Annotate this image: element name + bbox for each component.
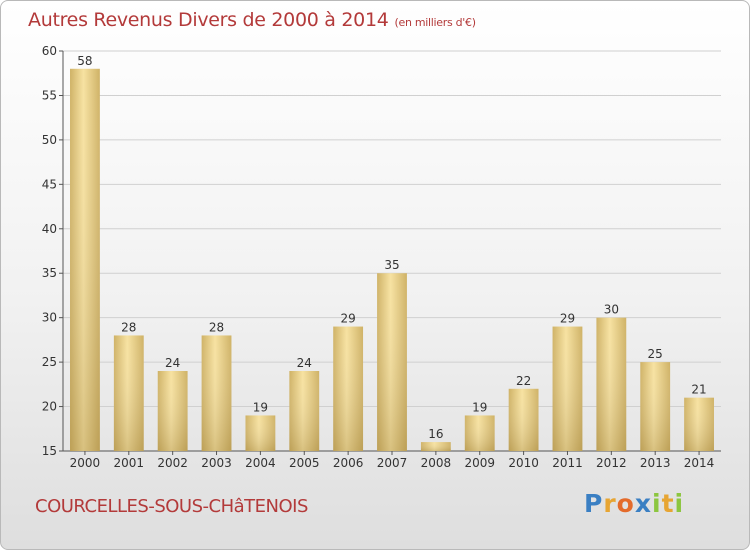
x-tick-label-2006: 2006: [333, 456, 364, 470]
bar-shade-2009: [464, 415, 495, 451]
y-tick-label-60: 60: [42, 44, 57, 58]
x-tick-label-2001: 2001: [114, 456, 145, 470]
x-tick-label-2002: 2002: [157, 456, 188, 470]
logo-letter: i: [674, 489, 685, 518]
data-label-2012: 30: [604, 303, 619, 317]
bar-shade-2000: [70, 68, 100, 452]
data-label-2007: 35: [384, 258, 399, 272]
y-tick-label-20: 20: [42, 400, 57, 414]
y-tick-label-15: 15: [42, 444, 57, 458]
bar-shade-2003: [201, 335, 232, 451]
bar-shade-2006: [333, 326, 364, 451]
data-label-2011: 29: [560, 312, 575, 326]
logo-letter: x: [634, 489, 652, 518]
x-tick-label-2007: 2007: [377, 456, 408, 470]
data-label-2014: 21: [691, 383, 706, 397]
data-label-2003: 28: [209, 320, 224, 334]
bar-shade-2002: [157, 371, 188, 451]
bar-shade-2011: [552, 326, 583, 451]
data-label-2010: 22: [516, 374, 531, 388]
data-label-2013: 25: [648, 347, 663, 361]
bar-shade-2012: [596, 317, 627, 451]
y-tick-label-55: 55: [42, 88, 57, 102]
logo-letter: P: [584, 489, 604, 518]
y-tick-label-45: 45: [42, 177, 57, 191]
bar-shade-2004: [245, 415, 276, 451]
bar-shade-2005: [289, 371, 320, 451]
logo-letter: o: [616, 489, 635, 518]
logo-letter: t: [661, 489, 675, 518]
y-tick-label-35: 35: [42, 266, 57, 280]
x-tick-label-2003: 2003: [201, 456, 232, 470]
commune-name: COURCELLES-SOUS-CHâTENOIS: [35, 496, 308, 517]
chart-unit: (en milliers d'€): [394, 16, 476, 29]
bar-shade-2010: [508, 388, 539, 451]
y-tick-label-30: 30: [42, 311, 57, 325]
logo-letter: i: [652, 489, 662, 518]
chart-title: Autres Revenus Divers de 2000 à 2014 (en …: [28, 9, 476, 31]
data-label-2004: 19: [253, 400, 268, 414]
y-tick-label-40: 40: [42, 222, 57, 236]
y-tick-label-50: 50: [42, 133, 57, 147]
data-label-2005: 24: [297, 356, 312, 370]
x-tick-label-2004: 2004: [245, 456, 276, 470]
data-label-2009: 19: [472, 400, 487, 414]
bar-shade-2013: [640, 362, 671, 451]
logo-letter: r: [603, 489, 617, 518]
x-tick-label-2008: 2008: [421, 456, 452, 470]
bar-shade-2001: [113, 335, 144, 451]
data-label-2006: 29: [340, 312, 355, 326]
data-label-2008: 16: [428, 427, 443, 441]
proxiti-logo: Proxiti: [584, 489, 684, 518]
x-tick-label-2011: 2011: [552, 456, 583, 470]
x-tick-label-2013: 2013: [640, 456, 671, 470]
data-label-2002: 24: [165, 356, 180, 370]
x-tick-label-2000: 2000: [70, 456, 101, 470]
data-label-2000: 58: [77, 54, 92, 68]
x-tick-label-2014: 2014: [684, 456, 715, 470]
bar-shade-2008: [420, 442, 451, 451]
x-tick-label-2012: 2012: [596, 456, 627, 470]
bar-shade-2007: [377, 273, 407, 451]
x-tick-label-2010: 2010: [508, 456, 539, 470]
chart-title-text: Autres Revenus Divers de 2000 à 2014: [28, 9, 389, 31]
data-label-2001: 28: [121, 320, 136, 334]
bar-shade-2014: [684, 397, 714, 451]
y-tick-label-25: 25: [42, 355, 57, 369]
x-tick-label-2009: 2009: [464, 456, 495, 470]
x-tick-label-2005: 2005: [289, 456, 320, 470]
